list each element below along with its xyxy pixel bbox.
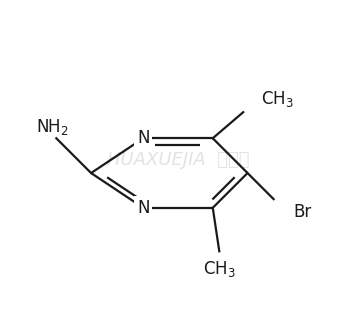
Text: CH$_3$: CH$_3$ <box>261 89 293 109</box>
Text: Br: Br <box>293 203 312 221</box>
Text: CH$_3$: CH$_3$ <box>203 259 236 279</box>
Text: N: N <box>137 199 150 217</box>
Text: HUAXUEJIA  化学加: HUAXUEJIA 化学加 <box>107 151 249 169</box>
Text: N: N <box>137 129 150 147</box>
Text: NH$_2$: NH$_2$ <box>36 117 68 137</box>
